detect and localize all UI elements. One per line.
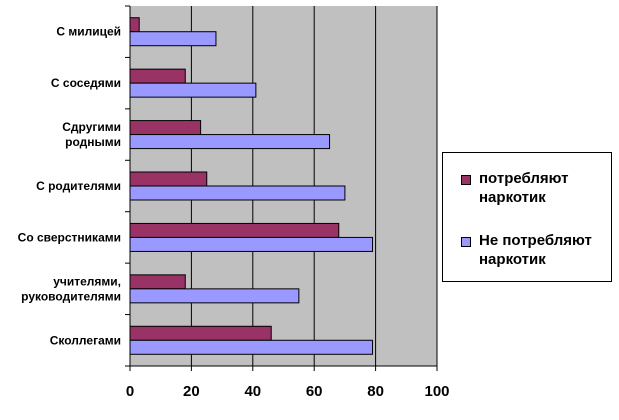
x-tick-label: 20 — [183, 383, 200, 400]
bar-non-users — [129, 31, 217, 47]
legend-label-non-users: Не потребляют наркотик — [479, 231, 609, 269]
x-tick-label: 0 — [126, 383, 134, 400]
bar-users — [129, 171, 208, 187]
legend-item-non-users: Не потребляют наркотик — [461, 231, 609, 269]
category-label: С родителями — [36, 179, 121, 193]
legend-label-users-line2: наркотик — [479, 189, 546, 206]
x-tick-label: 80 — [367, 383, 384, 400]
legend-label-users: потребляют наркотик — [479, 169, 609, 207]
category-label: Сколлегами — [50, 333, 121, 347]
legend-label-non-users-line1: Не потребляют — [479, 232, 592, 249]
legend-label-non-users-line2: наркотик — [479, 251, 546, 268]
bar-users — [129, 325, 272, 341]
bar-users — [129, 222, 340, 238]
bar-non-users — [129, 236, 374, 252]
legend-item-users: потребляют наркотик — [461, 169, 609, 207]
bar-users — [129, 274, 186, 290]
bar-users — [129, 68, 186, 84]
x-tick-label: 60 — [306, 383, 323, 400]
category-label: С соседями — [51, 76, 121, 90]
bar-non-users — [129, 339, 374, 355]
bar-non-users — [129, 134, 331, 150]
x-tick-label: 100 — [424, 383, 449, 400]
bar-non-users — [129, 288, 300, 304]
bar-non-users — [129, 185, 346, 201]
chart-legend: потребляют наркотик Не потребляют наркот… — [442, 152, 612, 282]
legend-swatch-non-users — [461, 237, 471, 247]
bar-users — [129, 17, 140, 33]
category-label: С милицей — [56, 25, 121, 39]
category-label: учителями, — [53, 274, 121, 288]
category-label: руководителями — [21, 289, 121, 303]
x-tick-label: 40 — [244, 383, 261, 400]
legend-swatch-users — [461, 175, 471, 185]
bar-non-users — [129, 82, 257, 98]
legend-label-users-line1: потребляют — [479, 170, 569, 187]
category-label: родными — [65, 135, 121, 149]
category-label: Со сверстниками — [18, 230, 121, 244]
category-label: Сдругими — [62, 120, 121, 134]
bar-users — [129, 120, 202, 136]
